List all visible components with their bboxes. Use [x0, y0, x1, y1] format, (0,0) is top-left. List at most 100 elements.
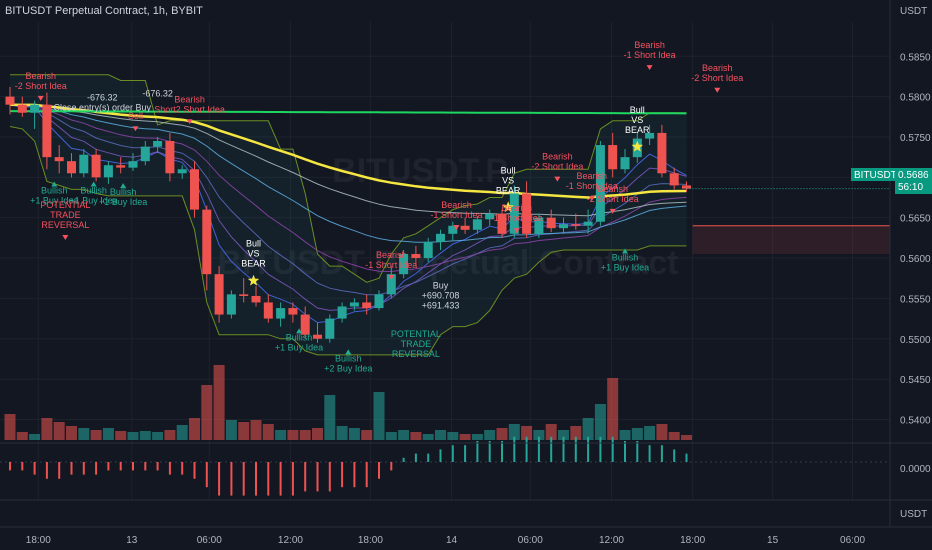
candle: [559, 217, 568, 234]
candle: [116, 157, 126, 174]
candle-body: [472, 219, 482, 230]
candle: [411, 245, 421, 267]
volume-bar: [373, 392, 385, 440]
candle-body: [17, 104, 27, 113]
annotation-text: Bull: [246, 239, 261, 249]
candle-body: [571, 224, 581, 226]
annotation-bear: Bearish-1 Short Idea: [430, 200, 483, 230]
annotation-text: POTENTIAL: [40, 200, 90, 210]
volume-bar: [16, 432, 28, 440]
arrow-up-icon: [120, 183, 127, 189]
volume-bar: [570, 426, 582, 440]
volume-bar: [385, 432, 397, 440]
candle: [67, 153, 76, 178]
volume-bar: [558, 430, 569, 440]
arrow-up-icon: [90, 181, 97, 187]
volume-bar: [336, 426, 348, 440]
candle-body: [128, 161, 138, 168]
y-tick-label: 0.5550: [900, 294, 931, 305]
candle-body: [657, 132, 667, 174]
volume-bar: [681, 435, 692, 440]
x-tick-label: 15: [767, 535, 779, 546]
x-tick-label: 12:00: [599, 535, 624, 546]
annotation-text: Bullish: [41, 185, 68, 195]
volume-bar: [521, 426, 533, 440]
candle-body: [448, 225, 458, 234]
volume-bar: [41, 418, 53, 440]
candle: [448, 221, 458, 241]
candle-body: [349, 302, 359, 307]
candle: [682, 181, 691, 192]
bar-countdown-label: 56:10: [898, 182, 923, 193]
candle-body: [153, 141, 163, 147]
annotation-num: -676.32: [142, 89, 173, 99]
channel-fill: [10, 74, 687, 355]
volume-bar: [435, 430, 446, 440]
candle: [620, 149, 630, 174]
ema-line: [9, 104, 687, 217]
arrow-up-icon: [622, 248, 628, 254]
volume-bar: [213, 365, 225, 440]
annotation-text: Bullish: [335, 353, 362, 363]
annotation-text: BEAR: [496, 185, 521, 195]
candle-body: [79, 154, 89, 174]
annotation-text: Bullish: [612, 252, 639, 262]
candle: [497, 209, 507, 238]
candle-body: [325, 318, 335, 339]
ema-line: [9, 104, 687, 273]
annotation-text: Sell: [128, 111, 143, 121]
candle-body: [374, 294, 384, 309]
y-tick-label: 0.5850: [900, 52, 931, 63]
star-icon: [631, 140, 643, 152]
ema-line: [9, 104, 687, 296]
candle: [91, 149, 101, 182]
volume-bar: [644, 426, 656, 440]
annotation-bear: Bearish-2 Short Idea: [531, 152, 583, 182]
arrow-down-icon: [132, 126, 139, 132]
x-tick-label: 06:00: [197, 535, 222, 546]
arrow-down-icon: [609, 208, 616, 214]
volume-bar: [447, 432, 459, 440]
arrow-down-icon: [554, 176, 561, 182]
candle: [325, 314, 335, 343]
arrow-down-icon: [588, 195, 595, 201]
arrow-down-icon: [453, 224, 460, 230]
candle: [288, 302, 298, 323]
annotation-text: -2 Short Idea: [691, 73, 743, 83]
candle: [374, 290, 384, 311]
candle-body: [386, 274, 396, 295]
projection-zone: [692, 225, 890, 255]
candle: [276, 302, 286, 327]
volume-bar: [115, 431, 127, 440]
volume-bar: [484, 430, 496, 440]
volume-bar: [471, 434, 483, 440]
channel-upper: [10, 74, 687, 283]
volume-bar: [66, 426, 77, 440]
volume-bar: [152, 432, 164, 440]
volume-bar: [422, 434, 434, 440]
volume-bar: [176, 425, 188, 440]
symbol-badge-bg: [851, 168, 895, 181]
candle-body: [534, 217, 544, 234]
annotation-bull: Bullish+2 Buy Idea: [324, 349, 372, 373]
annotation-text: Bearish: [702, 63, 733, 73]
annotation-text: TRADE: [50, 210, 81, 220]
volume-bar: [275, 430, 287, 440]
annotation-text: POTENTIAL: [391, 329, 441, 339]
candle-body: [485, 213, 495, 220]
volume-bar: [668, 432, 680, 440]
moving-averages: [9, 103, 687, 324]
channel-lower: [9, 126, 687, 356]
volume-bar: [496, 428, 508, 440]
volume-bar: [262, 424, 274, 440]
candle: [103, 161, 113, 184]
y-tick-label: 0.5650: [900, 214, 931, 225]
annotation-text: Bearish: [597, 184, 628, 194]
candle: [583, 209, 593, 234]
candle: [423, 237, 433, 263]
